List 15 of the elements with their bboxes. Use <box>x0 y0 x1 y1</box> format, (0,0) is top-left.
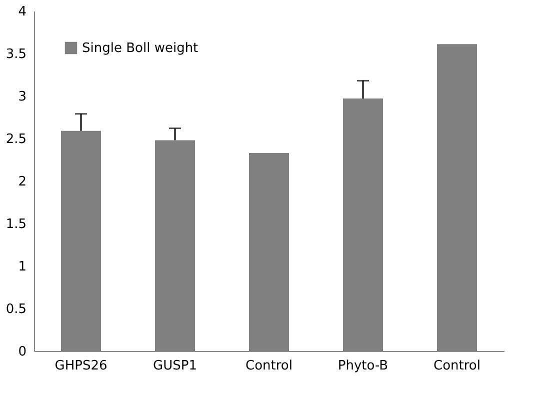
y-tick-label: 3 <box>18 90 26 104</box>
y-tick-label: 4 <box>18 4 26 20</box>
x-tick-label: GUSP1 <box>153 358 197 374</box>
y-tick-label: 1 <box>18 260 26 274</box>
y-tick-label: 0.5 <box>6 302 26 317</box>
y-tick-label: 2.5 <box>6 132 26 147</box>
x-tick-label: GHPS26 <box>54 358 108 374</box>
x-tick-label: Phyto-B <box>338 358 388 374</box>
legend-label: Single Boll weight <box>82 41 198 56</box>
x-tick-label: Control <box>434 358 480 374</box>
y-tick-label: 3.5 <box>6 47 26 62</box>
x-tick-label: Control <box>246 358 292 374</box>
y-tick-label: 1.5 <box>6 217 26 232</box>
y-tick-label: 2 <box>18 174 26 190</box>
y-tick-label: 0 <box>18 344 26 360</box>
